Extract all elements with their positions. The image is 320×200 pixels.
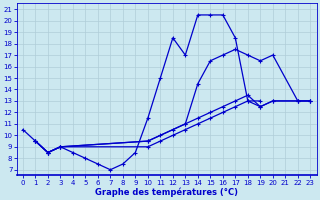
X-axis label: Graphe des températures (°C): Graphe des températures (°C) (95, 187, 238, 197)
